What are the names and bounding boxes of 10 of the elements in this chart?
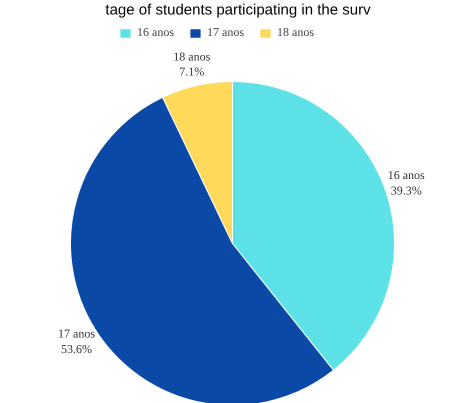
- slice-label: 18 anos: [173, 49, 211, 64]
- data-label: 53.6%: [61, 342, 92, 356]
- legend-label: 17 anos: [207, 25, 244, 40]
- slice-label: 16 anos: [388, 168, 426, 182]
- data-label: 39.3%: [390, 184, 422, 198]
- chart-title: tage of students participating in the surv: [105, 2, 372, 18]
- slice-label: 17 anos: [58, 326, 96, 340]
- legend-label: 16 anos: [137, 25, 174, 40]
- data-label: 7.1%: [179, 64, 204, 79]
- legend-label: 18 anos: [277, 25, 314, 40]
